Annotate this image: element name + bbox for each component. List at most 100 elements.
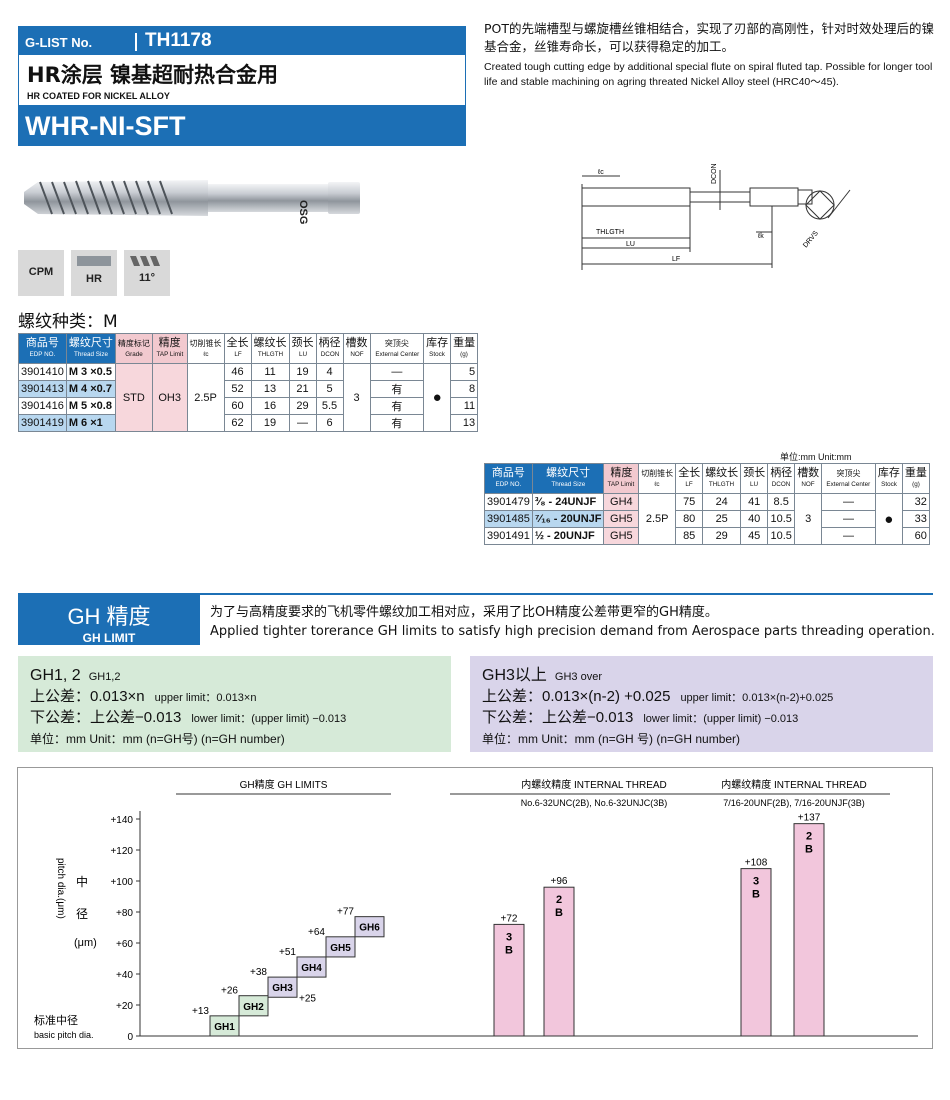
table-cell: 52	[223, 380, 252, 398]
th-lc: 切削锥长 ℓc	[638, 463, 677, 494]
table-cell: 11	[250, 363, 290, 381]
table-cell: M 6 ×1	[65, 414, 116, 432]
table-cell: 5.5	[315, 397, 344, 415]
y-axis-label-unit: (μm)	[74, 937, 97, 949]
th-lu: 颈长 LU	[740, 463, 769, 494]
description-cn: POT的先端槽型与螺旋槽丝锥相结合，实现了刃部的高刚性，针对时效处理后的镍基合金…	[484, 21, 935, 54]
thread-bar-value: +96	[551, 876, 568, 887]
table-cell: —	[821, 527, 876, 545]
thread-bar-3b	[493, 923, 525, 1037]
table-cell: 80	[675, 510, 704, 528]
formula-box-gh12: GH1, 2 GH1,2 上公差：0.013×n upper limit：0.013…	[18, 656, 451, 752]
table-cell: 19	[288, 363, 317, 381]
gh-step-gh3	[267, 976, 298, 998]
table-cell: ³⁄₈ - 24UNJF	[531, 493, 605, 511]
table-cell: 10.5	[767, 527, 796, 545]
table-cell: 3901491	[484, 527, 533, 545]
table-cell: 29	[702, 527, 742, 545]
gh-step-label: GH3	[272, 983, 293, 994]
baseline-label: 标准中径	[34, 1013, 78, 1027]
th-stock: 库存 Stock	[874, 463, 903, 494]
table-row: 3901479 ³⁄₈ - 24UNJF GH4 2.5P 75 24 41 8.5 3…	[484, 493, 930, 545]
y-tick-label: +80	[116, 908, 133, 919]
thread-bar-value: +137	[798, 813, 821, 824]
glist-bar: G-LIST No. TH1178	[19, 27, 465, 55]
table-cell: ●	[874, 493, 903, 545]
table-cell: 32	[901, 493, 930, 511]
title-cn: HR涂层 镍基超耐热合金用	[27, 63, 279, 87]
gh-step-label: GH1	[214, 1022, 235, 1033]
table-cell: STD	[114, 363, 153, 432]
table-cell: 60	[901, 527, 930, 545]
table-cell: M 3 ×0.5	[65, 363, 116, 381]
th-ext: 突顶尖 External Center	[821, 463, 876, 494]
spec-table-m: 商品号 EDP NO. 螺纹尺寸 Thread Size 精度标记 Grade 精度 T…	[18, 333, 479, 432]
gh-limit-title: GH 精度 GH LIMIT	[18, 593, 200, 645]
gh-step-gh6	[354, 916, 385, 938]
label-lf: LF	[672, 256, 680, 263]
table-cell: 3901485	[484, 510, 533, 528]
th-nof: 槽数 NOF	[794, 463, 823, 494]
table-cell: 3901479	[484, 493, 533, 511]
gh-step-label: GH2	[243, 1002, 264, 1013]
table-cell: 3901410	[18, 363, 67, 381]
table-cell: ●	[423, 363, 452, 432]
y-axis-label-rotated: pitch dia.(μm)	[55, 858, 66, 919]
y-tick-label: +140	[110, 815, 133, 826]
table-cell: 29	[288, 397, 317, 415]
description-en: Created tough cutting edge by additional…	[484, 61, 933, 88]
th-grade: 精度标记 Grade	[114, 333, 153, 364]
table-cell: 2.5P	[186, 363, 225, 432]
tap-image: OSG	[24, 180, 360, 224]
th-ext: 突顶尖 External Center	[369, 333, 425, 364]
table-cell: 13	[250, 380, 290, 398]
gh-upper-label: +77	[337, 907, 354, 918]
label-lc: ℓc	[597, 169, 604, 176]
gh-step-label: GH5	[330, 943, 351, 954]
gh-step-label: GH4	[301, 963, 322, 974]
label-lk: ℓk	[757, 233, 764, 240]
th-lc: 切削锥长 ℓc	[186, 333, 225, 364]
y-tick-label: +40	[116, 970, 133, 981]
gh-upper-label: +13	[192, 1006, 209, 1017]
table-cell: GH5	[603, 527, 640, 545]
th-weight: 重量 (g)	[450, 333, 479, 364]
table-cell: OH3	[151, 363, 188, 432]
table-cell: 3901416	[18, 397, 67, 415]
section-rule	[18, 593, 933, 595]
th-limit: 精度 TAP Limit	[603, 463, 640, 494]
table-cell: GH4	[603, 493, 640, 511]
label-drvs: DRVS	[802, 230, 820, 250]
gh-lower-label: +25	[299, 993, 316, 1004]
gh-description: 为了与高精度要求的飞机零件螺纹加工相对应，采用了比OH精度公差带更窄的GH精度。…	[210, 605, 935, 639]
table-cell: 25	[702, 510, 742, 528]
table-row: 3901485 ⁷⁄₁₆ - 20UNJF GH5 80 25 40 10.5 — 33	[484, 510, 930, 528]
table-cell: 41	[740, 493, 769, 511]
table-cell: 8	[450, 380, 479, 398]
thread-bar-value: +108	[745, 858, 768, 869]
table-cell: 4	[315, 363, 344, 381]
table-cell: GH5	[603, 510, 640, 528]
y-tick-label: +60	[116, 939, 133, 950]
y-tick-label: +20	[116, 1001, 133, 1012]
table-row: 3901491 ½ - 20UNJF GH5 85 29 45 10.5 — 60	[484, 527, 930, 545]
y-axis-label: 中	[76, 874, 88, 889]
table-cell: 11	[450, 397, 479, 415]
thread-bar-label: B	[505, 944, 513, 956]
baseline-label-en: basic pitch dia.	[34, 1030, 94, 1040]
gh-step-label: GH6	[359, 923, 380, 934]
osg-logo: OSG	[297, 200, 309, 224]
table-cell: —	[821, 493, 876, 511]
label-thlgth: THLGTH	[596, 229, 624, 236]
model-name: WHR-NI-SFT	[19, 105, 465, 145]
table-cell: 85	[675, 527, 704, 545]
th-thlgth: 螺纹长 THLGTH	[702, 463, 742, 494]
group-subtitle: No.6-32UNC(2B), No.6-32UNJC(3B)	[521, 798, 668, 808]
title-en: HR COATED FOR NICKEL ALLOY	[27, 91, 170, 101]
table-row: 3901419 M 6 ×1 62 19—6 有 13	[18, 414, 479, 432]
y-axis-label: 径	[76, 907, 88, 921]
table-cell: 46	[223, 363, 252, 381]
table-cell: —	[369, 363, 425, 381]
gh-step-gh5	[325, 936, 356, 958]
table-row: 3901410 M 3 ×0.5 STD OH3 2.5P 46 11 19 4 3 — …	[18, 363, 479, 432]
